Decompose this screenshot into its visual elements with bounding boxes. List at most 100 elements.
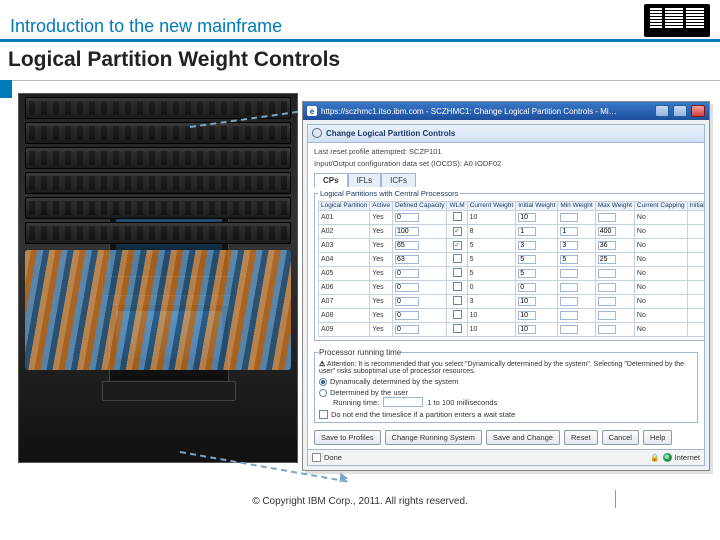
- cell-initial-capping[interactable]: [687, 253, 705, 267]
- min-weight-input[interactable]: [560, 241, 578, 250]
- cell-min-weight[interactable]: [558, 295, 595, 309]
- max-weight-input[interactable]: [598, 255, 616, 264]
- cell-capacity[interactable]: [392, 309, 447, 323]
- cell-min-weight[interactable]: [558, 225, 595, 239]
- cell-wlm[interactable]: [447, 309, 467, 323]
- initial-weight-input[interactable]: [518, 227, 536, 236]
- wlm-checkbox[interactable]: [453, 310, 462, 319]
- cell-capacity[interactable]: [392, 211, 447, 225]
- cancel-button[interactable]: Cancel: [602, 430, 639, 445]
- wlm-checkbox[interactable]: [453, 254, 462, 263]
- cell-initial-capping[interactable]: [687, 211, 705, 225]
- cell-initial-capping[interactable]: [687, 225, 705, 239]
- initial-weight-input[interactable]: [518, 283, 536, 292]
- wlm-checkbox[interactable]: ✓: [453, 241, 462, 250]
- cell-max-weight[interactable]: [595, 323, 634, 337]
- cell-min-weight[interactable]: [558, 211, 595, 225]
- cell-capacity[interactable]: [392, 225, 447, 239]
- cell-initial-weight[interactable]: [516, 323, 558, 337]
- cell-min-weight[interactable]: [558, 281, 595, 295]
- defined-capacity-input[interactable]: [395, 255, 419, 264]
- defined-capacity-input[interactable]: [395, 269, 419, 278]
- max-weight-input[interactable]: [598, 227, 616, 236]
- cell-wlm[interactable]: [447, 211, 467, 225]
- initial-weight-input[interactable]: [518, 325, 536, 334]
- cell-wlm[interactable]: [447, 323, 467, 337]
- cell-initial-weight[interactable]: [516, 281, 558, 295]
- cell-capacity[interactable]: [392, 239, 447, 253]
- cell-wlm[interactable]: [447, 253, 467, 267]
- cell-initial-weight[interactable]: [516, 211, 558, 225]
- change-running-system-button[interactable]: Change Running System: [385, 430, 482, 445]
- cell-max-weight[interactable]: [595, 295, 634, 309]
- max-weight-input[interactable]: [598, 241, 616, 250]
- cell-min-weight[interactable]: [558, 323, 595, 337]
- wlm-checkbox[interactable]: ✓: [453, 227, 462, 236]
- min-weight-input[interactable]: [560, 213, 578, 222]
- cell-capacity[interactable]: [392, 281, 447, 295]
- defined-capacity-input[interactable]: [395, 311, 419, 320]
- cell-max-weight[interactable]: [595, 253, 634, 267]
- cell-initial-weight[interactable]: [516, 239, 558, 253]
- cell-min-weight[interactable]: [558, 309, 595, 323]
- save-to-profiles-button[interactable]: Save to Profiles: [314, 430, 381, 445]
- min-weight-input[interactable]: [560, 325, 578, 334]
- defined-capacity-input[interactable]: [395, 297, 419, 306]
- defined-capacity-input[interactable]: [395, 213, 419, 222]
- max-weight-input[interactable]: [598, 213, 616, 222]
- minimize-button[interactable]: [655, 105, 669, 117]
- defined-capacity-input[interactable]: [395, 241, 419, 250]
- cell-initial-capping[interactable]: [687, 267, 705, 281]
- cell-initial-weight[interactable]: [516, 309, 558, 323]
- wlm-checkbox[interactable]: [453, 296, 462, 305]
- cell-initial-capping[interactable]: [687, 309, 705, 323]
- cell-initial-capping[interactable]: [687, 323, 705, 337]
- cell-initial-weight[interactable]: [516, 225, 558, 239]
- cell-initial-capping[interactable]: [687, 239, 705, 253]
- cell-capacity[interactable]: [392, 253, 447, 267]
- cell-wlm[interactable]: [447, 281, 467, 295]
- max-weight-input[interactable]: [598, 283, 616, 292]
- cell-capacity[interactable]: [392, 323, 447, 337]
- cell-initial-capping[interactable]: [687, 281, 705, 295]
- cell-min-weight[interactable]: [558, 267, 595, 281]
- radio-user[interactable]: Determined by the user: [319, 388, 693, 397]
- cell-max-weight[interactable]: [595, 239, 634, 253]
- wlm-checkbox[interactable]: [453, 324, 462, 333]
- min-weight-input[interactable]: [560, 297, 578, 306]
- max-weight-input[interactable]: [598, 269, 616, 278]
- save-and-change-button[interactable]: Save and Change: [486, 430, 560, 445]
- running-time-input[interactable]: [383, 397, 423, 407]
- timeslice-checkbox-row[interactable]: Do not end the timeslice if a partition …: [319, 410, 693, 419]
- cell-initial-capping[interactable]: [687, 295, 705, 309]
- cell-wlm[interactable]: [447, 267, 467, 281]
- cell-max-weight[interactable]: [595, 267, 634, 281]
- cell-min-weight[interactable]: [558, 239, 595, 253]
- initial-weight-input[interactable]: [518, 255, 536, 264]
- cell-capacity[interactable]: [392, 295, 447, 309]
- reset-button[interactable]: Reset: [564, 430, 598, 445]
- defined-capacity-input[interactable]: [395, 325, 419, 334]
- wlm-checkbox[interactable]: [453, 268, 462, 277]
- cell-max-weight[interactable]: [595, 225, 634, 239]
- initial-weight-input[interactable]: [518, 311, 536, 320]
- close-button[interactable]: [691, 105, 705, 117]
- cell-max-weight[interactable]: [595, 281, 634, 295]
- cell-wlm[interactable]: ✓: [447, 225, 467, 239]
- max-weight-input[interactable]: [598, 325, 616, 334]
- min-weight-input[interactable]: [560, 283, 578, 292]
- initial-weight-input[interactable]: [518, 297, 536, 306]
- tab-ifls[interactable]: IFLs: [348, 173, 382, 187]
- tab-icfs[interactable]: ICFs: [381, 173, 416, 187]
- cell-initial-weight[interactable]: [516, 267, 558, 281]
- cell-wlm[interactable]: [447, 295, 467, 309]
- initial-weight-input[interactable]: [518, 241, 536, 250]
- min-weight-input[interactable]: [560, 269, 578, 278]
- min-weight-input[interactable]: [560, 227, 578, 236]
- min-weight-input[interactable]: [560, 311, 578, 320]
- cell-max-weight[interactable]: [595, 309, 634, 323]
- max-weight-input[interactable]: [598, 311, 616, 320]
- defined-capacity-input[interactable]: [395, 283, 419, 292]
- initial-weight-input[interactable]: [518, 269, 536, 278]
- wlm-checkbox[interactable]: [453, 282, 462, 291]
